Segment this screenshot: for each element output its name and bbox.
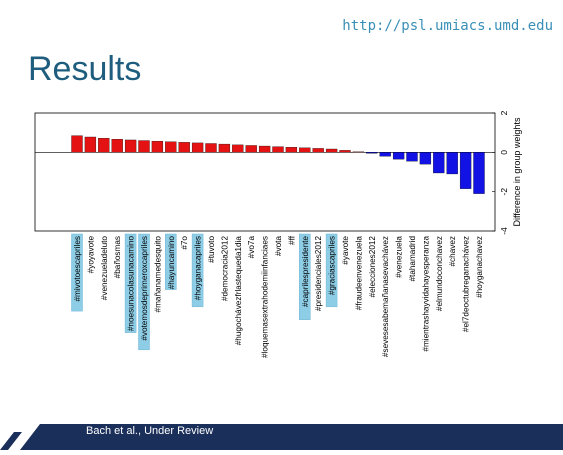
bar (218, 143, 231, 153)
footer-shapes (0, 424, 563, 450)
bar (98, 138, 110, 153)
bar (138, 140, 150, 153)
category-labels-layer: #mivotoescapriles #yoyavote #venezueladelu… (73, 235, 484, 358)
bar (392, 152, 405, 160)
bar (312, 148, 324, 153)
y-axis-label: Difference in group weights (512, 117, 522, 226)
category-label: #hoyganachavez (475, 236, 484, 298)
label-highlight (299, 233, 311, 320)
bar (419, 152, 432, 165)
bar (446, 152, 458, 175)
bar (406, 152, 418, 162)
highlight-layer (71, 233, 338, 351)
category-label: #loquemasextrahodemiinfanciaes (261, 236, 270, 358)
category-label: #democracia2012 (220, 236, 229, 302)
label-highlight (124, 233, 137, 333)
bar (379, 152, 391, 157)
bar (272, 146, 284, 153)
category-label: #mientrashayvidahayesperanza (421, 236, 430, 352)
bar (124, 139, 137, 153)
category-label: #ff (287, 235, 296, 245)
category-label: #yavote (341, 236, 350, 265)
category-label: #noesunacolasunacamino (127, 236, 136, 332)
label-highlight (165, 233, 177, 290)
label-highlight (191, 233, 204, 308)
bar (205, 143, 217, 153)
category-label: #7o (180, 236, 189, 250)
plot-frame (34, 112, 496, 232)
bars-layer (71, 135, 485, 194)
category-label: #hayuncamino (167, 236, 176, 290)
bar (245, 145, 257, 153)
category-label: #graciascapriles (328, 236, 337, 295)
y-tick-label: -2 (499, 188, 509, 196)
y-tick-label: 2 (499, 110, 509, 115)
category-label: #mañanamedesquito (153, 236, 162, 313)
y-axis: -4 -2 0 2 (492, 110, 509, 235)
category-label: #yoyavote (86, 236, 95, 274)
bar (473, 152, 485, 194)
footer-dark-band (20, 424, 563, 450)
category-label: #elecciones2012 (368, 236, 377, 298)
category-label: #fraudeenvenezuela (354, 236, 363, 311)
bar (71, 135, 83, 153)
bar (151, 140, 164, 153)
category-label: #tahamadrid (408, 236, 417, 282)
category-label: #chavez (448, 236, 457, 267)
category-label: #bañosmas (113, 236, 122, 278)
bar (191, 142, 204, 153)
bar (299, 147, 311, 153)
bar (165, 141, 177, 153)
footer-band: Bach et al., Under Review (0, 412, 563, 450)
category-label: #hugochávezfrlastequeda1dia (234, 236, 243, 346)
bar (366, 152, 378, 154)
category-label: #mivotoescapriles (73, 236, 82, 302)
category-label: #venezuela (395, 236, 404, 278)
bar (178, 142, 190, 153)
bar (285, 147, 298, 153)
label-highlight (138, 233, 150, 351)
bar (433, 152, 445, 174)
bar (339, 150, 351, 153)
slide-title: Results (28, 50, 142, 88)
category-label: #hoyganacapriles (194, 236, 203, 300)
bar (325, 148, 338, 153)
category-label: #caprilespresidente (301, 236, 310, 307)
url-text[interactable]: http://psl.umiacs.umd.edu (342, 18, 553, 34)
category-label: #votemosdeprimeroxcapriles (140, 236, 149, 341)
category-label: #elmundoconchavez (435, 236, 444, 311)
label-highlight (325, 233, 338, 308)
bar (352, 151, 365, 153)
category-label: #tuvoto (207, 236, 216, 263)
label-highlight (71, 233, 83, 312)
bar (232, 144, 244, 153)
citation-text: Bach et al., Under Review (86, 425, 214, 437)
category-label: #venezueladeluto (100, 236, 109, 301)
category-label: #vo7a (247, 236, 256, 259)
category-label: #presidenciales2012 (314, 236, 323, 312)
bar (84, 136, 97, 153)
footer-dark-stripe (0, 432, 22, 450)
y-tick-label: -4 (499, 227, 509, 235)
category-label: #vota (274, 236, 283, 256)
category-label: #sevesesabemañanasevachávez (381, 236, 390, 357)
bar (258, 145, 271, 153)
category-label: #el7deoctubreganachávez (462, 236, 471, 332)
y-tick-label: 0 (499, 150, 509, 155)
bar (459, 152, 472, 189)
bar (111, 139, 123, 153)
